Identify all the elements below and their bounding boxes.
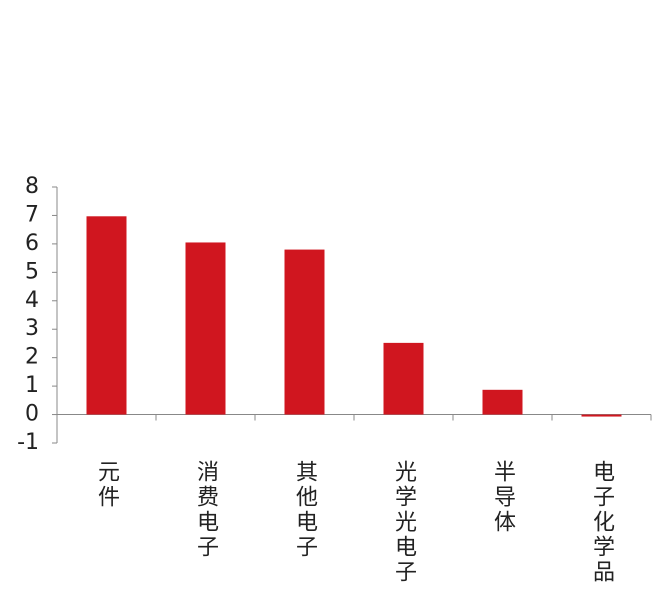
y-tick-label: 2 <box>25 345 39 370</box>
y-tick-label: -1 <box>17 430 39 455</box>
x-tick-label: 其他电子 <box>292 460 318 560</box>
bar <box>581 414 622 417</box>
y-tick-label: 0 <box>25 402 39 427</box>
x-tick-label: 消费电子 <box>193 460 219 560</box>
x-tick-label: 元件 <box>94 460 120 510</box>
bar <box>284 249 325 415</box>
y-tick-label: 6 <box>25 231 39 256</box>
x-tick-label: 光学光电子 <box>391 460 417 585</box>
bar <box>482 389 523 415</box>
y-tick-label: 4 <box>25 288 39 313</box>
bar <box>185 242 226 415</box>
y-tick-label: 1 <box>25 373 39 398</box>
y-tick-label: 8 <box>25 174 39 199</box>
x-tick-label: 电子化学品 <box>589 460 615 585</box>
y-tick-label: 3 <box>25 316 39 341</box>
bar <box>86 216 127 415</box>
bar <box>383 342 424 415</box>
y-tick-label: 5 <box>25 259 39 284</box>
x-tick-label: 半导体 <box>490 460 516 535</box>
y-tick-label: 7 <box>25 202 39 227</box>
